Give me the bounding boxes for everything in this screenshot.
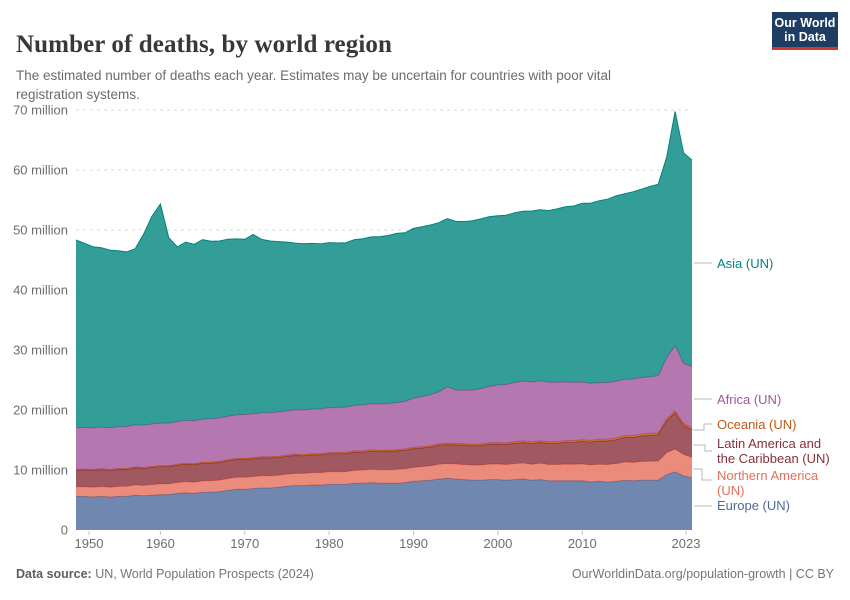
chart-area-africa[interactable] xyxy=(76,345,692,470)
chart-subtitle: The estimated number of deaths each year… xyxy=(16,67,612,102)
x-tick-label: 2000 xyxy=(483,536,512,551)
owid-logo-line2: in Data xyxy=(784,29,826,44)
x-tick-label: 1980 xyxy=(315,536,344,551)
legend-leader-oceania xyxy=(693,423,712,431)
y-tick-label: 30 million xyxy=(13,343,68,358)
y-tick-label: 0 xyxy=(61,523,68,538)
owid-logo-line1: Our World xyxy=(774,15,836,30)
x-tick-label: 1960 xyxy=(146,536,175,551)
x-tick-label: 2010 xyxy=(568,536,597,551)
legend-label-africa[interactable]: Africa (UN) xyxy=(717,392,781,407)
chart-area-asia[interactable] xyxy=(76,111,692,428)
owid-logo[interactable]: Our World in Data xyxy=(772,12,838,50)
owid-logo-accent-bar xyxy=(772,47,838,50)
y-tick-label: 10 million xyxy=(13,463,68,478)
y-tick-label: 60 million xyxy=(13,163,68,178)
data-source-label: Data source: xyxy=(16,567,92,581)
legend-label-northern_america[interactable]: (UN) xyxy=(717,483,744,498)
legend-leader-northern_america xyxy=(693,468,712,481)
y-tick-label: 40 million xyxy=(13,283,68,298)
legend-label-europe[interactable]: Europe (UN) xyxy=(717,498,790,513)
legend-label-oceania[interactable]: Oceania (UN) xyxy=(717,417,796,432)
legend-label-latin_america[interactable]: Latin America and xyxy=(717,436,821,451)
y-tick-label: 50 million xyxy=(13,223,68,238)
legend-leader-latin_america xyxy=(693,444,712,452)
credit-link[interactable]: OurWorldinData.org/population-growth | C… xyxy=(571,567,834,581)
legend-label-latin_america[interactable]: the Caribbean (UN) xyxy=(717,451,830,466)
chart-area-europe[interactable] xyxy=(76,471,692,530)
x-tick-label: 1970 xyxy=(230,536,259,551)
data-source-value: UN, World Population Prospects (2024) xyxy=(91,567,314,581)
x-tick-label: 2023 xyxy=(672,536,701,551)
chart-area-edge-asia xyxy=(75,111,693,253)
y-tick-label: 70 million xyxy=(13,103,68,118)
data-source-text: Data source: UN, World Population Prospe… xyxy=(16,567,314,581)
chart-area-northern_america[interactable] xyxy=(76,449,692,497)
chart-footer: Data source: UN, World Population Prospe… xyxy=(16,567,834,581)
x-tick-label: 1950 xyxy=(75,536,104,551)
chart-area-latin_america[interactable] xyxy=(76,413,692,488)
page-title: Number of deaths, by world region xyxy=(16,30,393,58)
legend-label-asia[interactable]: Asia (UN) xyxy=(717,256,773,271)
y-tick-label: 20 million xyxy=(13,403,68,418)
owid-logo-box: Our World in Data xyxy=(772,12,838,47)
legend-label-northern_america[interactable]: Northern America xyxy=(717,468,819,483)
x-tick-label: 1990 xyxy=(399,536,428,551)
